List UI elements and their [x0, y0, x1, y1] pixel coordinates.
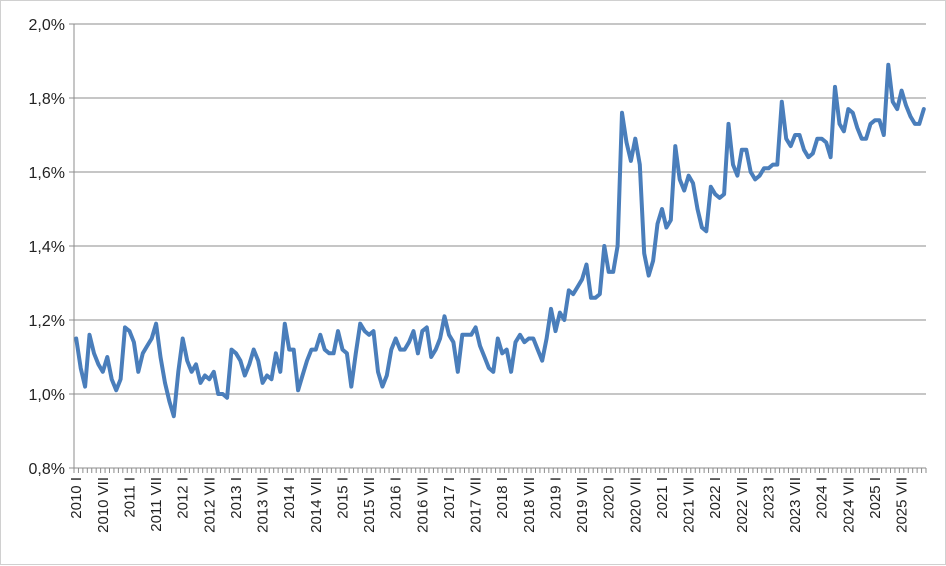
x-tick-label: 2019 I	[547, 477, 564, 519]
x-tick-label: 2013 VII	[255, 477, 272, 533]
x-tick-label: 2023 VII	[787, 477, 804, 533]
x-axis-tick-labels: 2010 I 2010 VII 2011 I 2011 VII 2012 I 2012 V…	[68, 477, 910, 533]
x-tick-label: 2022 I	[707, 477, 724, 519]
y-tick-label: 1,4%	[29, 239, 65, 256]
x-tick-label: 2016 VII	[414, 477, 431, 533]
x-tick-label: 2013 I	[228, 477, 245, 519]
series-layer	[74, 62, 926, 419]
x-tick-label: 2015 I	[334, 477, 351, 519]
x-tick-label: 2016 I	[388, 477, 405, 519]
x-tick-label: 2021 I	[654, 477, 671, 519]
x-tick-label: 2018 VII	[521, 477, 538, 533]
x-tick-label: 2021 VII	[681, 477, 698, 533]
x-tick-label: 2025 I	[867, 477, 884, 519]
y-tick-label: 1,2%	[29, 313, 65, 330]
axes	[69, 23, 927, 473]
y-tick-label: 2,0%	[29, 17, 65, 34]
x-tick-label: 2020 I	[601, 477, 618, 519]
y-tick-label: 1,0%	[29, 387, 65, 404]
x-tick-label: 2020 VII	[627, 477, 644, 533]
x-tick-label: 2019 VII	[574, 477, 591, 533]
y-tick-label: 1,6%	[29, 165, 65, 182]
x-tick-label: 2025 VII	[894, 477, 911, 533]
y-tick-label: 0,8%	[29, 461, 65, 478]
x-tick-label: 2010 I	[68, 477, 85, 519]
x-tick-label: 2017 I	[441, 477, 458, 519]
x-tick-label: 2017 VII	[468, 477, 485, 533]
x-tick-label: 2010 VII	[95, 477, 112, 533]
series-line	[74, 62, 926, 419]
x-tick-label: 2012 I	[175, 477, 192, 519]
x-tick-label: 2024 I	[814, 477, 831, 519]
x-tick-label: 2022 VII	[734, 477, 751, 533]
x-tick-label: 2024 VII	[840, 477, 857, 533]
x-tick-label: 2018 I	[494, 477, 511, 519]
x-tick-label: 2011 I	[121, 477, 138, 518]
y-tick-label: 1,8%	[29, 91, 65, 108]
x-tick-label: 2015 VII	[361, 477, 378, 533]
x-tick-label: 2014 I	[281, 477, 298, 519]
x-tick-label: 2011 VII	[148, 477, 165, 532]
y-axis-tick-labels: 0,8% 1,0% 1,2% 1,4% 1,6% 1,8% 2,0%	[29, 17, 65, 478]
gridlines	[74, 23, 926, 469]
x-tick-label: 2023 I	[760, 477, 777, 519]
x-tick-label: 2014 VII	[308, 477, 325, 533]
x-tick-label: 2012 VII	[201, 477, 218, 533]
